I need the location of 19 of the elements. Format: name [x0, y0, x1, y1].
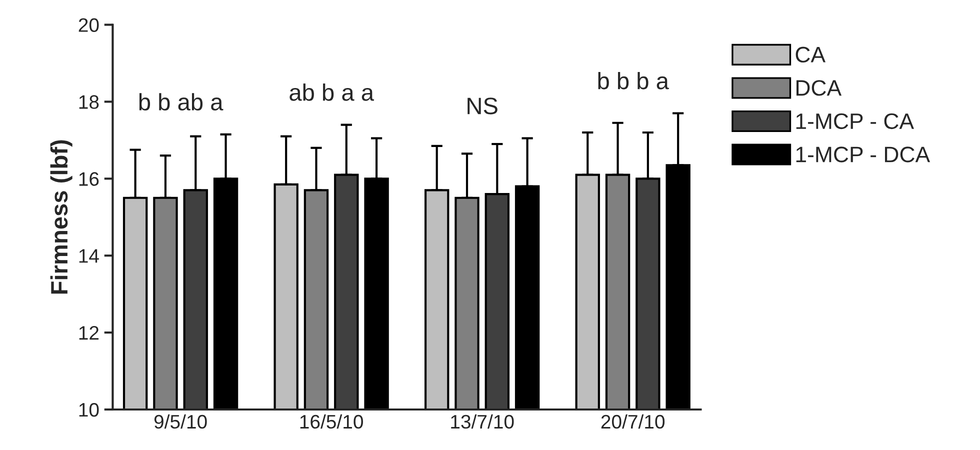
- y-tick-label: 10: [79, 402, 99, 417]
- x-tick-label: 13/7/10: [451, 414, 514, 429]
- legend-label: 1-MCP - CA: [796, 113, 914, 130]
- x-tick-label: 16/5/10: [300, 414, 363, 429]
- annotation: b b ab a: [139, 93, 224, 110]
- x-tick-label: 20/7/10: [601, 414, 665, 429]
- legend-label: CA: [796, 46, 826, 63]
- legend-label: DCA: [796, 80, 842, 96]
- y-axis-title: Firmness (lbf): [50, 140, 72, 294]
- y-tick-label: 16: [79, 172, 99, 186]
- y-tick-label: 18: [79, 95, 99, 109]
- annotation: NS: [468, 98, 498, 114]
- annotation: ab b a a: [290, 84, 374, 101]
- annotation: b b b a: [598, 72, 669, 90]
- x-tick-label: 9/5/10: [154, 414, 207, 429]
- legend-label: 1-MCP - DCA: [796, 146, 930, 162]
- y-tick-label: 20: [78, 18, 99, 32]
- y-tick-label: 12: [79, 326, 99, 340]
- y-tick-label: 14: [79, 249, 99, 263]
